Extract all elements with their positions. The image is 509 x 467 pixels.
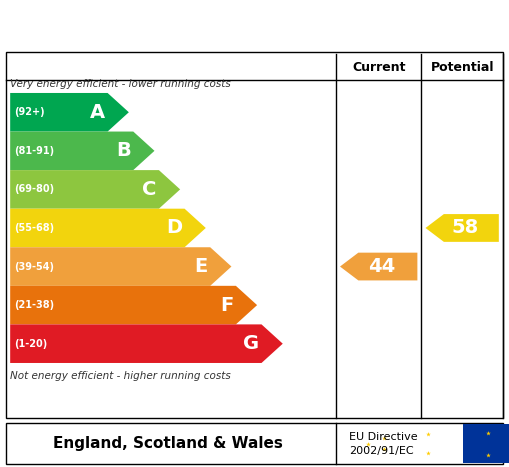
Text: (1-20): (1-20) (14, 339, 47, 349)
Text: (69-80): (69-80) (14, 184, 54, 194)
Polygon shape (340, 253, 417, 280)
Polygon shape (10, 286, 257, 325)
Polygon shape (10, 170, 180, 209)
Text: (55-68): (55-68) (14, 223, 54, 233)
Bar (6, 423, 503, 464)
Text: Not energy efficient - higher running costs: Not energy efficient - higher running co… (10, 371, 231, 381)
Text: Potential: Potential (431, 61, 494, 74)
Text: C: C (142, 180, 156, 199)
Text: B: B (116, 142, 131, 160)
Polygon shape (10, 247, 232, 286)
Text: Very energy efficient - lower running costs: Very energy efficient - lower running co… (10, 79, 231, 89)
Text: Energy Efficiency Rating: Energy Efficiency Rating (10, 15, 317, 35)
Text: (21-38): (21-38) (14, 300, 54, 310)
Polygon shape (10, 209, 206, 247)
Text: E: E (194, 257, 208, 276)
Text: D: D (166, 219, 182, 238)
Text: Current: Current (352, 61, 406, 74)
Text: 44: 44 (368, 257, 395, 276)
Polygon shape (10, 132, 155, 170)
Polygon shape (426, 214, 499, 242)
Text: England, Scotland & Wales: England, Scotland & Wales (53, 436, 283, 451)
Text: F: F (220, 296, 233, 315)
Polygon shape (10, 93, 129, 132)
Polygon shape (10, 325, 283, 363)
Text: 2002/91/EC: 2002/91/EC (349, 446, 413, 456)
Text: EU Directive: EU Directive (349, 432, 417, 442)
Text: 58: 58 (451, 219, 478, 238)
Text: (39-54): (39-54) (14, 262, 54, 271)
Text: A: A (90, 103, 105, 122)
Text: (92+): (92+) (14, 107, 45, 117)
Text: G: G (243, 334, 259, 353)
Text: (81-91): (81-91) (14, 146, 54, 156)
Bar (463, 424, 509, 463)
